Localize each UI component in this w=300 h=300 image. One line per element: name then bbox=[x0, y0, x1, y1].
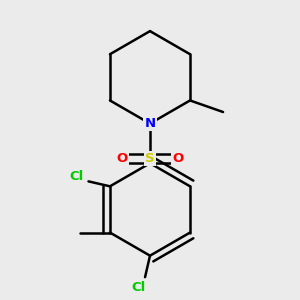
Text: N: N bbox=[144, 117, 156, 130]
Text: O: O bbox=[172, 152, 184, 165]
Text: Cl: Cl bbox=[70, 170, 84, 183]
Text: Cl: Cl bbox=[131, 280, 146, 294]
Text: O: O bbox=[116, 152, 128, 165]
Text: S: S bbox=[145, 152, 155, 165]
